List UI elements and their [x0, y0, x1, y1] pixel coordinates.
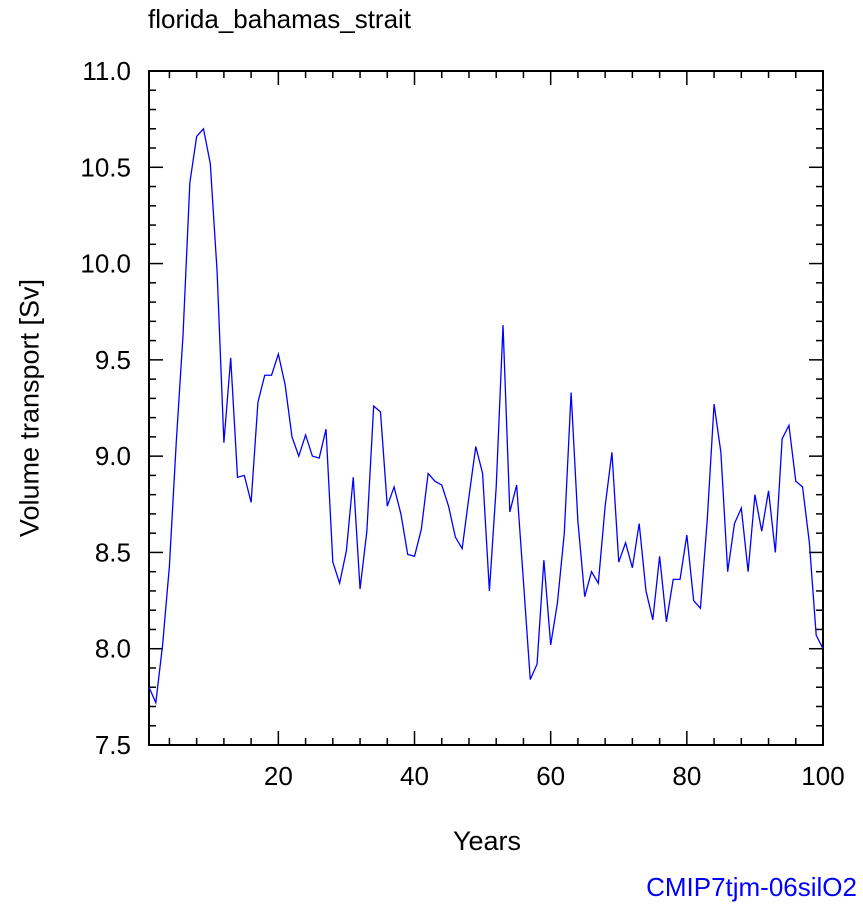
y-tick-label: 11.0: [82, 56, 131, 86]
axis-ticks: [149, 70, 824, 746]
y-tick-label: 8.0: [95, 634, 131, 664]
y-tick-label: 10.5: [80, 152, 131, 182]
y-tick-label: 7.5: [95, 730, 131, 760]
x-tick-label: 40: [400, 761, 429, 791]
chart-title: florida_bahamas_strait: [148, 4, 412, 34]
x-tick-label: 80: [672, 761, 701, 791]
y-tick-label: 9.5: [95, 345, 131, 375]
x-tick-label: 60: [536, 761, 565, 791]
y-tick-label: 10.0: [80, 249, 131, 279]
x-tick-label: 20: [264, 761, 293, 791]
y-axis-label: Volume transport [Sv]: [14, 278, 45, 538]
x-tick-label: 100: [801, 761, 844, 791]
case-name-label: CMIP7tjm-06silO2: [646, 872, 857, 902]
y-tick-label: 9.0: [95, 441, 131, 471]
series-line: [148, 127, 824, 706]
plot-frame: [148, 70, 824, 746]
x-axis-label: Years: [452, 826, 522, 856]
axis-tick-labels: 20 40 60 80 100 7.5 8.0 8.5 9.0 9.5 10.0 10.5 11.0: [80, 56, 844, 791]
y-tick-label: 8.5: [95, 537, 131, 567]
